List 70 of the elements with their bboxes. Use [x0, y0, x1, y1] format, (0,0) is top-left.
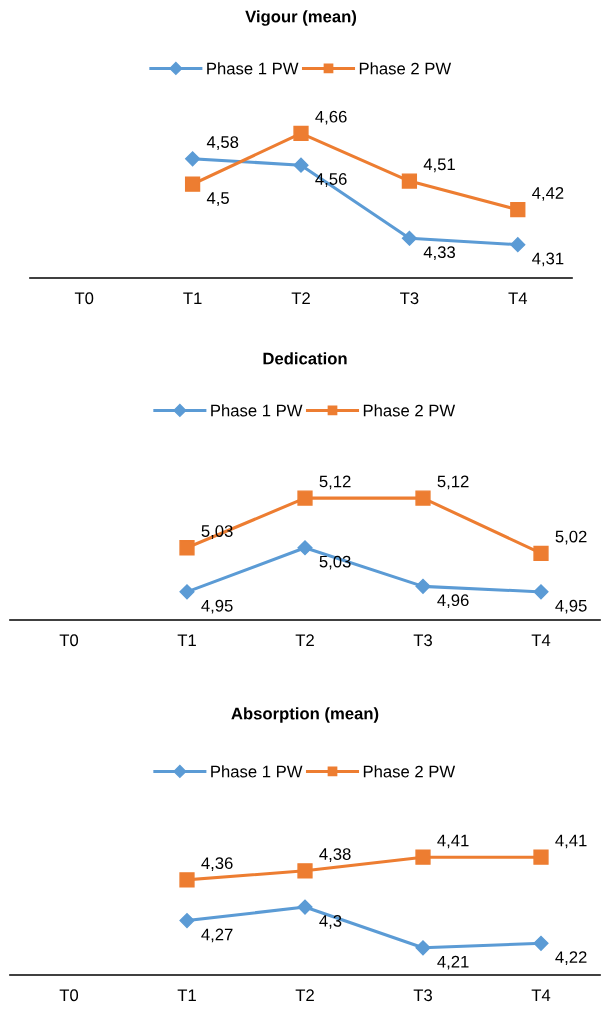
data-label: 4,27 [201, 928, 233, 943]
legend-label: Phase 2 PW [363, 765, 456, 778]
x-tick-label: T3 [400, 292, 419, 305]
x-tick-label: T1 [177, 634, 196, 646]
point [510, 202, 526, 218]
point [179, 872, 195, 888]
data-label: 4,95 [201, 599, 233, 614]
x-tick-label: T2 [291, 292, 310, 304]
point [533, 545, 549, 561]
point [510, 237, 526, 253]
point [415, 490, 431, 506]
chart-title: Vigour (mean) [245, 10, 357, 26]
point [293, 125, 309, 142]
x-tick-label: T0 [74, 292, 94, 305]
point [401, 173, 418, 189]
x-tick-label: T4 [531, 634, 551, 646]
data-label: 4,33 [423, 246, 455, 260]
x-tick-label: T4 [531, 989, 551, 1001]
data-label: 4,41 [555, 834, 587, 849]
legend-label: Phase 2 PW [363, 404, 456, 417]
data-label: 4,41 [437, 834, 469, 849]
point [179, 913, 195, 929]
data-label: 4,58 [206, 136, 239, 150]
data-label: 4,96 [437, 594, 469, 609]
point [401, 230, 417, 246]
data-label: 4,66 [315, 110, 347, 125]
chart-title: Absorption (mean) [231, 707, 379, 723]
point [533, 584, 549, 600]
data-label: 4,51 [423, 158, 455, 173]
data-label: 5,03 [319, 555, 351, 570]
data-label: 4,22 [555, 951, 587, 965]
data-label: 5,12 [319, 475, 351, 490]
point [293, 157, 309, 173]
x-tick-label: T4 [508, 292, 528, 304]
data-label: 4,42 [532, 187, 564, 201]
chart-title: Dedication [263, 352, 347, 365]
legend-label: Phase 1 PW [211, 404, 303, 417]
point [179, 584, 195, 600]
data-label: 4,36 [201, 857, 233, 872]
data-label: 4,95 [555, 599, 587, 614]
data-label: 4,31 [532, 252, 564, 267]
point [533, 849, 549, 865]
x-tick-label: T2 [295, 634, 314, 646]
x-tick-label: T0 [59, 989, 79, 1002]
legend-label: Phase 1 PW [211, 765, 303, 778]
data-label: 4,5 [206, 192, 229, 206]
point [297, 540, 313, 556]
x-tick-label: T3 [413, 634, 432, 647]
point [297, 490, 313, 506]
legend-label: Phase 2 PW [359, 62, 452, 75]
point [184, 176, 201, 192]
point [533, 935, 549, 951]
x-tick-label: T1 [177, 989, 196, 1001]
x-tick-label: T1 [183, 292, 202, 304]
point [185, 151, 201, 167]
legend-label: Phase 1 PW [207, 62, 299, 75]
point [415, 940, 431, 956]
x-tick-label: T2 [295, 989, 314, 1001]
point [415, 578, 431, 594]
x-tick-label: T3 [413, 989, 432, 1002]
data-label: 4,3 [319, 914, 342, 929]
point [297, 863, 313, 879]
data-label: 5,02 [555, 530, 587, 545]
data-label: 4,38 [319, 848, 351, 862]
point [415, 849, 431, 865]
x-tick-label: T0 [59, 634, 79, 647]
point [179, 540, 195, 556]
data-label: 4,21 [437, 955, 469, 970]
point [297, 899, 313, 915]
data-label: 5,12 [437, 475, 469, 490]
